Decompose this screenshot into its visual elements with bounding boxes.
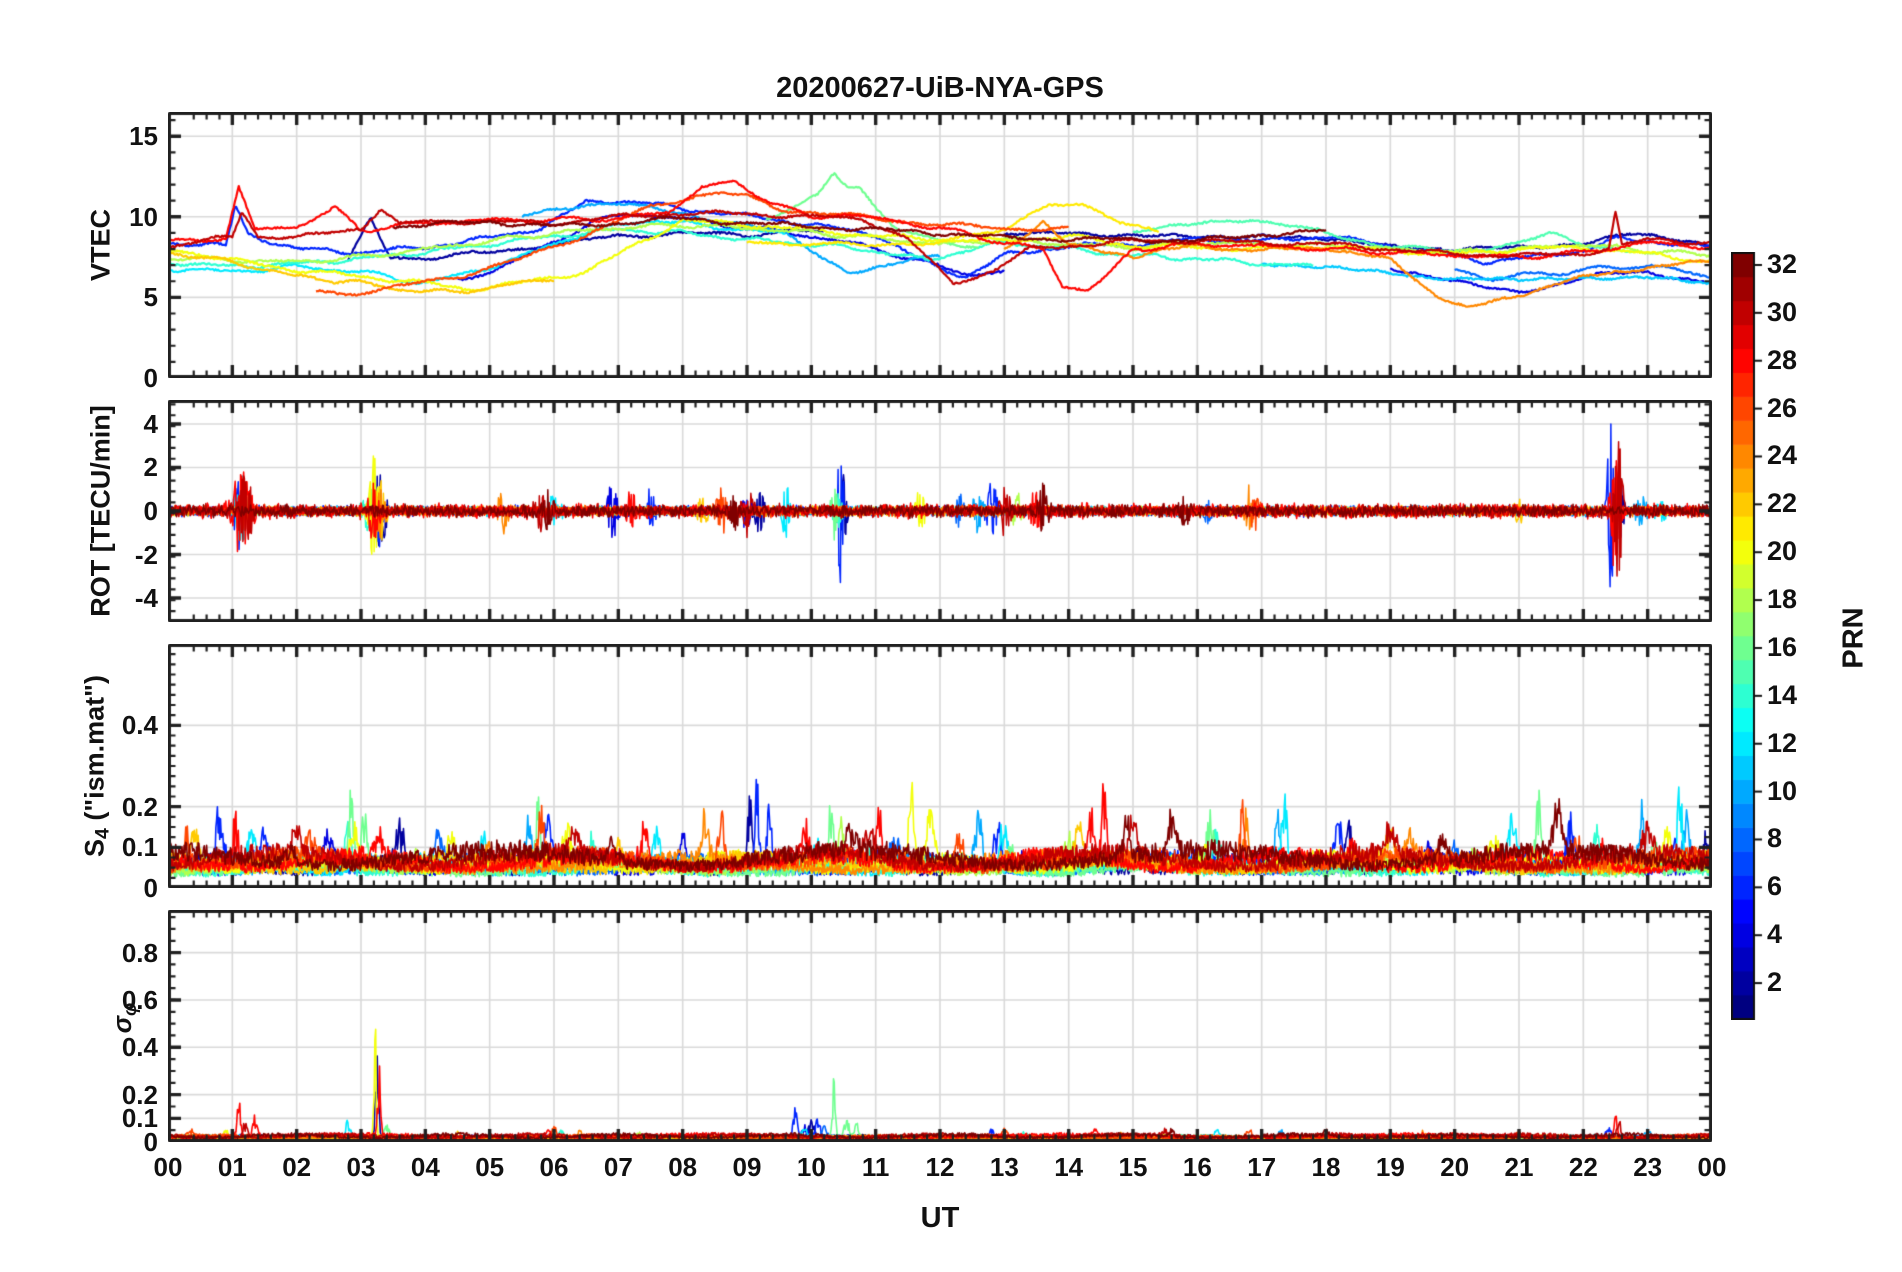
- x-tick-label: 13: [989, 1152, 1019, 1182]
- colorbar-tick-label: 6: [1767, 871, 1783, 902]
- colorbar-tick-label: 8: [1767, 823, 1783, 854]
- prn-colorbar: [1731, 252, 1765, 1020]
- y-tick-label: 0: [143, 496, 158, 526]
- colorbar-tick-label: 24: [1767, 440, 1798, 471]
- colorbar-tick-label: 26: [1767, 392, 1798, 423]
- x-tick-label: 05: [475, 1152, 505, 1182]
- x-tick-label: 18: [1311, 1152, 1341, 1182]
- x-tick-label: 01: [217, 1152, 247, 1182]
- x-tick-label: 20: [1440, 1152, 1470, 1182]
- x-tick-label: 03: [346, 1152, 376, 1182]
- x-tick-label: 11: [861, 1152, 890, 1182]
- y-tick-label: 0: [143, 873, 158, 903]
- colorbar-tick-label: 10: [1767, 775, 1798, 806]
- x-tick-label: 19: [1375, 1152, 1405, 1182]
- colorbar-tick-label: 2: [1767, 967, 1783, 998]
- s4-axis-label: S4 ("ism.mat"): [79, 675, 114, 857]
- x-tick-label: 23: [1633, 1152, 1663, 1182]
- colorbar-tick-label: 22: [1767, 488, 1798, 519]
- vtec-panel-canvas: [168, 112, 1712, 378]
- x-tick-label: 10: [796, 1152, 826, 1182]
- s4-panel-canvas: [168, 644, 1712, 888]
- y-tick-label: 0.2: [121, 1079, 158, 1110]
- y-tick-label: 4: [143, 408, 158, 439]
- y-tick-label: 0.1: [121, 1103, 158, 1134]
- x-tick-label: 02: [282, 1152, 312, 1182]
- y-tick-label: 0: [143, 363, 158, 393]
- y-tick-label: 0: [143, 1127, 158, 1157]
- y-tick-label: 2: [143, 452, 158, 483]
- colorbar-tick-label: 12: [1767, 727, 1798, 758]
- y-tick-label: 15: [129, 121, 158, 152]
- x-tick-label: 22: [1568, 1152, 1598, 1182]
- colorbar-tick-label: 28: [1767, 344, 1798, 375]
- y-tick-label: 10: [129, 201, 158, 232]
- x-tick-label: 04: [410, 1152, 440, 1182]
- x-tick-label: 00: [153, 1152, 183, 1182]
- colorbar-tick-label: 32: [1767, 248, 1798, 279]
- x-tick-label: 09: [732, 1152, 762, 1182]
- y-tick-label: 0.4: [121, 1032, 158, 1063]
- y-tick-label: 0.6: [121, 984, 158, 1015]
- x-tick-label: 12: [925, 1152, 955, 1182]
- colorbar-tick-label: 30: [1767, 296, 1798, 327]
- x-axis-label: UT: [920, 1202, 960, 1234]
- x-tick-label: 14: [1054, 1152, 1084, 1182]
- y-tick-label: -2: [134, 539, 158, 570]
- y-tick-label: 5: [143, 282, 158, 313]
- x-tick-label: 07: [603, 1152, 633, 1182]
- y-tick-label: 0.8: [121, 937, 158, 968]
- y-tick-label: 0.4: [121, 710, 158, 741]
- colorbar-tick-label: 20: [1767, 536, 1798, 567]
- y-tick-label: -4: [134, 583, 158, 614]
- colorbar-tick-label: 18: [1767, 584, 1798, 615]
- x-tick-label: 17: [1247, 1152, 1277, 1182]
- x-tick-label: 00: [1697, 1152, 1727, 1182]
- x-tick-label: 08: [668, 1152, 698, 1182]
- x-tick-label: 16: [1182, 1152, 1212, 1182]
- colorbar-tick-label: 16: [1767, 631, 1798, 662]
- x-tick-label: 06: [539, 1152, 569, 1182]
- colorbar-tick-label: 4: [1767, 919, 1783, 950]
- y-tick-label: 0.1: [121, 832, 158, 863]
- colorbar-tick-label: 14: [1767, 679, 1798, 710]
- colorbar-label: PRN: [1837, 607, 1870, 669]
- x-tick-label: 15: [1118, 1152, 1148, 1182]
- y-tick-label: 0.2: [121, 791, 158, 822]
- x-tick-label: 21: [1504, 1152, 1534, 1182]
- figure-title: 20200627-UiB-NYA-GPS: [776, 72, 1104, 104]
- rot-panel-canvas: [168, 400, 1712, 622]
- sigma-phi-panel-canvas: [168, 910, 1712, 1142]
